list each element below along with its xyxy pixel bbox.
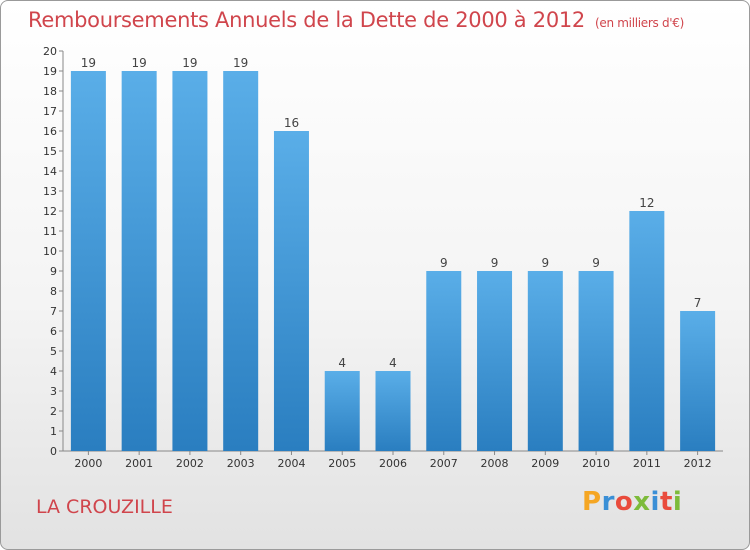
y-tick-label: 0 <box>50 445 57 458</box>
y-tick-label: 15 <box>43 145 57 158</box>
y-tick-label: 18 <box>43 85 57 98</box>
y-tick-label: 19 <box>43 65 57 78</box>
y-tick-label: 12 <box>43 205 57 218</box>
x-tick-label-2002: 2002 <box>176 457 204 470</box>
bar-2009 <box>527 271 563 451</box>
x-tick-label-2008: 2008 <box>481 457 509 470</box>
y-tick-label: 14 <box>43 165 57 178</box>
x-tick-label-2004: 2004 <box>277 457 305 470</box>
chart-unit: (en milliers d'€) <box>595 16 685 30</box>
x-tick-label-2005: 2005 <box>328 457 356 470</box>
value-label-2007: 9 <box>440 256 448 270</box>
y-tick-label: 9 <box>50 265 57 278</box>
bar-2010 <box>578 271 614 451</box>
bar-2002 <box>172 71 208 451</box>
y-tick-label: 2 <box>50 405 57 418</box>
commune-name: LA CROUZILLE <box>36 496 173 518</box>
y-tick-label: 6 <box>50 325 57 338</box>
value-label-2009: 9 <box>541 256 549 270</box>
bar-2006 <box>375 371 411 451</box>
proxiti-logo: Proxiti <box>582 487 682 517</box>
value-label-2003: 19 <box>233 56 248 70</box>
x-tick-label-2000: 2000 <box>74 457 102 470</box>
y-tick-label: 7 <box>50 305 57 318</box>
bar-2004 <box>273 131 309 451</box>
bar-2012 <box>680 311 716 451</box>
y-tick-label: 8 <box>50 285 57 298</box>
y-tick-label: 3 <box>50 385 57 398</box>
x-tick-label-2001: 2001 <box>125 457 153 470</box>
value-label-2006: 4 <box>389 356 397 370</box>
chart-title-text: Remboursements Annuels de la Dette de 20… <box>28 8 585 32</box>
value-label-2004: 16 <box>284 116 299 130</box>
y-tick-label: 17 <box>43 105 57 118</box>
bar-2007 <box>426 271 462 451</box>
bar-2001 <box>121 71 157 451</box>
value-label-2010: 9 <box>592 256 600 270</box>
x-tick-label-2009: 2009 <box>531 457 559 470</box>
y-tick-label: 20 <box>43 45 57 58</box>
logo-letter: r <box>601 487 615 517</box>
logo-letter: t <box>659 487 673 517</box>
logo-letter: P <box>582 487 602 517</box>
x-tick-label-2003: 2003 <box>227 457 255 470</box>
value-label-2011: 12 <box>639 196 654 210</box>
x-tick-label-2011: 2011 <box>633 457 661 470</box>
bar-2005 <box>324 371 360 451</box>
logo-letter: i <box>650 487 660 517</box>
value-label-2008: 9 <box>491 256 499 270</box>
x-tick-label-2010: 2010 <box>582 457 610 470</box>
value-label-2001: 19 <box>132 56 147 70</box>
x-tick-label-2007: 2007 <box>430 457 458 470</box>
logo-letter: i <box>672 487 683 517</box>
bar-2000 <box>70 71 106 451</box>
y-tick-label: 1 <box>50 425 57 438</box>
y-tick-label: 16 <box>43 125 57 138</box>
value-label-2005: 4 <box>338 356 346 370</box>
value-label-2000: 19 <box>81 56 96 70</box>
bar-2011 <box>629 211 665 451</box>
x-tick-label-2006: 2006 <box>379 457 407 470</box>
logo-letter: x <box>633 487 651 517</box>
y-tick-label: 10 <box>43 245 57 258</box>
x-tick-label-2012: 2012 <box>684 457 712 470</box>
logo-letter: o <box>614 487 634 517</box>
chart-title: Remboursements Annuels de la Dette de 20… <box>28 8 684 32</box>
y-tick-label: 13 <box>43 185 57 198</box>
bar-2003 <box>223 71 259 451</box>
y-tick-label: 11 <box>43 225 57 238</box>
y-tick-label: 5 <box>50 345 57 358</box>
y-tick-label: 4 <box>50 365 57 378</box>
bar-2008 <box>477 271 513 451</box>
value-label-2002: 19 <box>182 56 197 70</box>
value-label-2012: 7 <box>694 296 702 310</box>
